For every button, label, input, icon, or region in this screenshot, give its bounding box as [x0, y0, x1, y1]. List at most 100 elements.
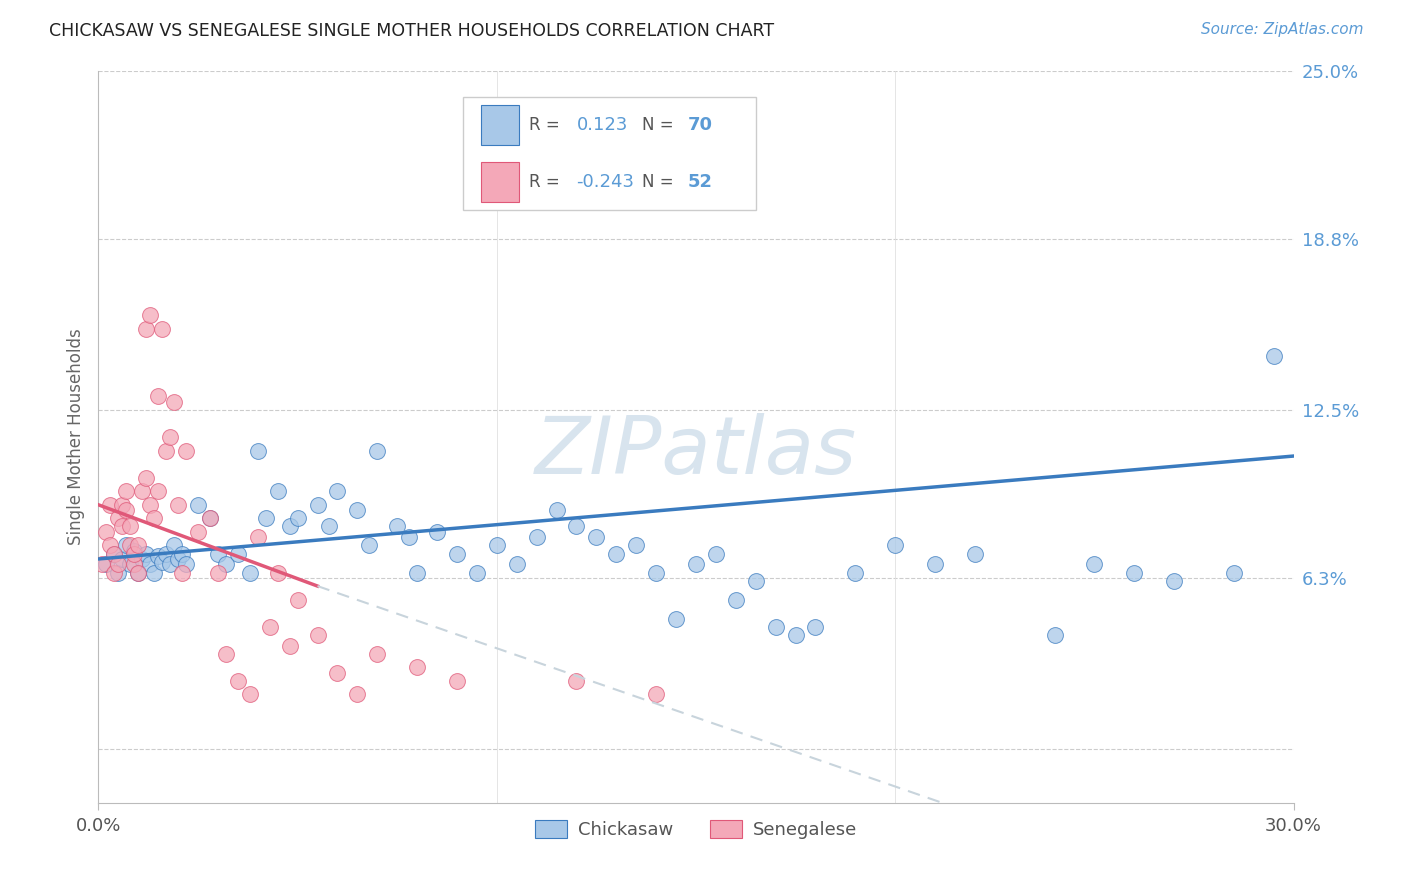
Point — [139, 558, 162, 572]
Point — [226, 547, 249, 561]
Point — [465, 566, 488, 580]
Point — [785, 628, 807, 642]
Point — [665, 611, 688, 625]
Point — [346, 688, 368, 702]
Point — [120, 558, 142, 572]
Point — [187, 498, 209, 512]
Point — [267, 484, 290, 499]
Text: N =: N = — [643, 173, 679, 191]
Text: CHICKASAW VS SENEGALESE SINGLE MOTHER HOUSEHOLDS CORRELATION CHART: CHICKASAW VS SENEGALESE SINGLE MOTHER HO… — [49, 22, 775, 40]
Point — [163, 395, 186, 409]
Point — [163, 538, 186, 552]
Point — [159, 558, 181, 572]
Point — [546, 503, 568, 517]
Point — [366, 443, 388, 458]
Point — [1043, 628, 1066, 642]
Text: R =: R = — [529, 116, 565, 135]
Point — [143, 511, 166, 525]
Point — [259, 620, 281, 634]
Point — [150, 322, 173, 336]
FancyBboxPatch shape — [463, 97, 756, 211]
Point — [127, 566, 149, 580]
Point — [107, 566, 129, 580]
Point — [267, 566, 290, 580]
FancyBboxPatch shape — [481, 161, 519, 202]
Point — [446, 673, 468, 688]
Point — [924, 558, 946, 572]
Point — [246, 530, 269, 544]
Point — [645, 566, 668, 580]
Point — [111, 519, 134, 533]
Point — [246, 443, 269, 458]
Text: 52: 52 — [688, 173, 713, 191]
Point — [307, 498, 329, 512]
Point — [98, 498, 122, 512]
Point — [1163, 574, 1185, 588]
Point — [426, 524, 449, 539]
Point — [366, 647, 388, 661]
Point — [172, 566, 194, 580]
Point — [135, 471, 157, 485]
Point — [174, 443, 197, 458]
Point — [207, 547, 229, 561]
Point — [107, 511, 129, 525]
Point — [844, 566, 866, 580]
Point — [148, 549, 170, 564]
Point — [406, 566, 429, 580]
Point — [565, 673, 588, 688]
Point — [131, 484, 153, 499]
Point — [91, 558, 114, 572]
Point — [307, 628, 329, 642]
Point — [704, 547, 727, 561]
Point — [1123, 566, 1146, 580]
Point — [207, 566, 229, 580]
Legend: Chickasaw, Senegalese: Chickasaw, Senegalese — [527, 814, 865, 847]
Point — [254, 511, 277, 525]
Text: N =: N = — [643, 116, 679, 135]
Point — [115, 538, 138, 552]
Point — [745, 574, 768, 588]
Point — [159, 430, 181, 444]
Point — [143, 566, 166, 580]
Point — [131, 552, 153, 566]
Text: R =: R = — [529, 173, 565, 191]
Point — [198, 511, 221, 525]
Text: 0.123: 0.123 — [576, 116, 628, 135]
Point — [124, 547, 146, 561]
Point — [626, 538, 648, 552]
Text: 70: 70 — [688, 116, 713, 135]
Point — [215, 558, 238, 572]
Point — [135, 547, 157, 561]
Point — [1263, 349, 1285, 363]
Point — [963, 547, 986, 561]
Point — [565, 519, 588, 533]
Point — [398, 530, 420, 544]
Point — [346, 503, 368, 517]
Point — [148, 484, 170, 499]
Point — [107, 558, 129, 572]
Text: Source: ZipAtlas.com: Source: ZipAtlas.com — [1201, 22, 1364, 37]
Point — [115, 484, 138, 499]
Text: ZIPatlas: ZIPatlas — [534, 413, 858, 491]
FancyBboxPatch shape — [481, 105, 519, 145]
Point — [150, 555, 173, 569]
Point — [135, 322, 157, 336]
Point — [326, 484, 349, 499]
Point — [765, 620, 787, 634]
Point — [804, 620, 827, 634]
Point — [98, 538, 122, 552]
Point — [359, 538, 381, 552]
Point — [148, 389, 170, 403]
Point — [198, 511, 221, 525]
Point — [239, 566, 262, 580]
Point — [506, 558, 529, 572]
Point — [115, 503, 138, 517]
Point — [127, 566, 149, 580]
Point — [139, 308, 162, 322]
Point — [226, 673, 249, 688]
Point — [605, 547, 627, 561]
Point — [120, 538, 142, 552]
Point — [120, 519, 142, 533]
Point — [278, 519, 301, 533]
Point — [385, 519, 409, 533]
